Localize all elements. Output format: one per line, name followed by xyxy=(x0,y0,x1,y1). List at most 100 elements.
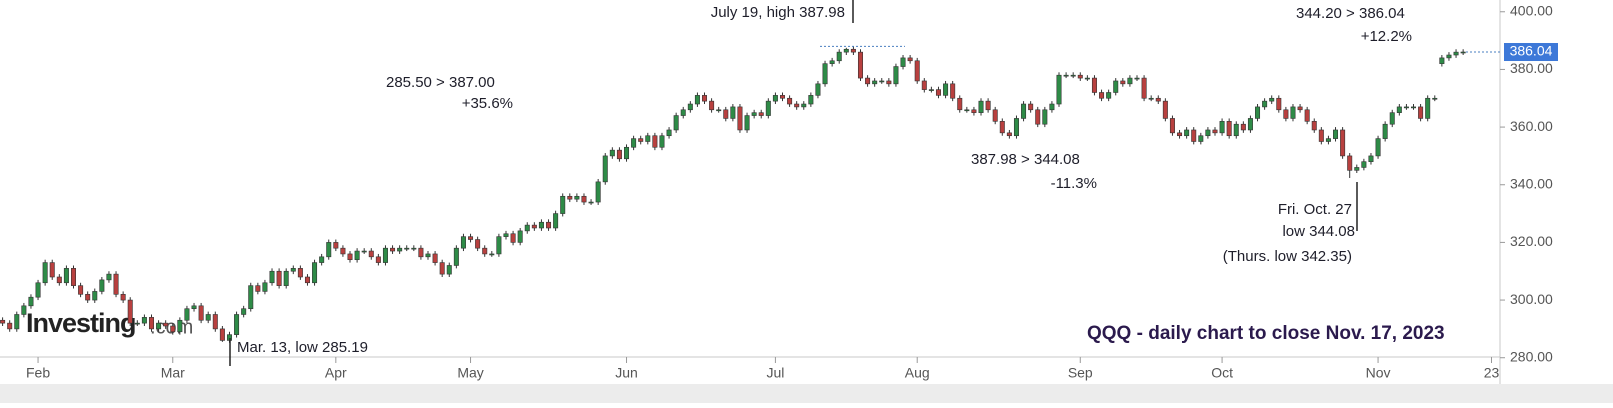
candle-body xyxy=(1049,103,1055,111)
candle-body xyxy=(1269,97,1275,102)
logo: Investing xyxy=(26,308,136,338)
annotation: 387.98 > 344.08 xyxy=(971,151,1080,168)
candle-body xyxy=(248,285,254,310)
candle-body xyxy=(567,195,573,200)
candle-body xyxy=(1446,54,1452,59)
candle-body xyxy=(758,112,764,116)
candle-body xyxy=(1432,97,1438,100)
scrollbar xyxy=(0,384,1613,403)
candle-body xyxy=(1333,129,1339,139)
candle-body xyxy=(1148,97,1154,100)
candle-body xyxy=(709,100,715,111)
candle-body xyxy=(439,262,445,275)
candle-body xyxy=(71,268,77,286)
candle-body xyxy=(134,322,140,325)
candle-body xyxy=(326,242,332,258)
candle-body xyxy=(1262,100,1268,108)
candle-body xyxy=(99,279,105,292)
candle-body xyxy=(446,265,452,275)
candle-body xyxy=(1191,129,1197,142)
candle-body xyxy=(35,282,41,298)
candle-body xyxy=(78,285,84,295)
candle-body xyxy=(1198,135,1204,142)
candle-body xyxy=(893,66,899,85)
candle-body xyxy=(751,112,757,116)
candle-body xyxy=(1106,92,1112,99)
y-tick-label: 360.00 xyxy=(1510,118,1553,134)
candle-body xyxy=(517,230,523,243)
x-tick-label: Oct xyxy=(1211,365,1233,381)
candle-body xyxy=(822,63,828,85)
x-tick-label: Feb xyxy=(26,365,50,381)
candle-body xyxy=(716,109,722,112)
candle-body xyxy=(638,138,644,142)
candle-body xyxy=(120,293,126,301)
candle-body xyxy=(765,100,771,116)
candle-body xyxy=(1368,155,1374,162)
candle-body xyxy=(964,109,970,112)
annotation: (Thurs. low 342.35) xyxy=(1223,248,1352,265)
annotation: 344.20 > 386.04 xyxy=(1296,5,1405,22)
candle-body xyxy=(347,253,353,261)
candle-body xyxy=(524,224,530,232)
candle-body xyxy=(815,83,821,96)
candle-body xyxy=(1411,106,1417,109)
candle-body xyxy=(85,293,91,301)
candle-body xyxy=(1021,103,1027,119)
candle-body xyxy=(857,51,863,79)
candle-body xyxy=(198,305,204,321)
candle-body xyxy=(503,233,509,237)
candle-body xyxy=(1233,123,1239,137)
candle-body xyxy=(574,195,580,200)
annotation: +12.2% xyxy=(1361,28,1412,45)
candle-body xyxy=(900,57,906,67)
candle-body xyxy=(177,319,183,333)
candle-body xyxy=(1325,138,1331,142)
candle-body xyxy=(950,83,956,99)
candle-body xyxy=(836,51,842,62)
candle-body xyxy=(1361,161,1367,168)
candle-body xyxy=(460,236,466,249)
annotation: July 19, high 387.98 xyxy=(711,4,845,21)
candle-body xyxy=(468,236,474,240)
candle-body xyxy=(1219,121,1225,134)
candle-body xyxy=(624,146,630,160)
candle-body xyxy=(971,109,977,113)
candle-body xyxy=(850,48,856,53)
candle-body xyxy=(1389,112,1395,125)
candle-body xyxy=(1375,138,1381,157)
candle-body xyxy=(673,115,679,131)
candle-body xyxy=(496,236,502,255)
candle-body xyxy=(808,95,814,105)
candle-body xyxy=(865,77,871,85)
candle-body xyxy=(1134,77,1140,80)
candle-body xyxy=(1127,77,1133,85)
candle-body xyxy=(241,308,247,315)
annotation: +35.6% xyxy=(462,95,513,112)
candle-body xyxy=(1042,109,1048,125)
candle-body xyxy=(1255,106,1261,119)
candle-body xyxy=(1439,57,1445,64)
candle-body xyxy=(1276,97,1282,111)
y-tick-label: 300.00 xyxy=(1510,291,1553,307)
x-tick-label: 23 xyxy=(1484,365,1500,381)
y-tick-label: 400.00 xyxy=(1510,2,1553,18)
candle-body xyxy=(1425,97,1431,119)
candle-body xyxy=(297,268,303,278)
annotation: -11.3% xyxy=(1051,175,1097,192)
candle-body xyxy=(1382,123,1388,139)
candle-body xyxy=(191,305,197,310)
candle-body xyxy=(602,155,608,183)
candle-body xyxy=(106,273,112,281)
candle-body xyxy=(1077,74,1083,79)
candle-body xyxy=(361,250,367,253)
candle-body xyxy=(801,103,807,108)
candle-body xyxy=(1006,132,1012,137)
candle-body xyxy=(1318,129,1324,142)
candle-body xyxy=(829,60,835,64)
candle-body xyxy=(1297,106,1303,111)
candle-body xyxy=(418,247,424,258)
candle-body xyxy=(907,57,913,62)
candle-body xyxy=(1247,118,1253,131)
